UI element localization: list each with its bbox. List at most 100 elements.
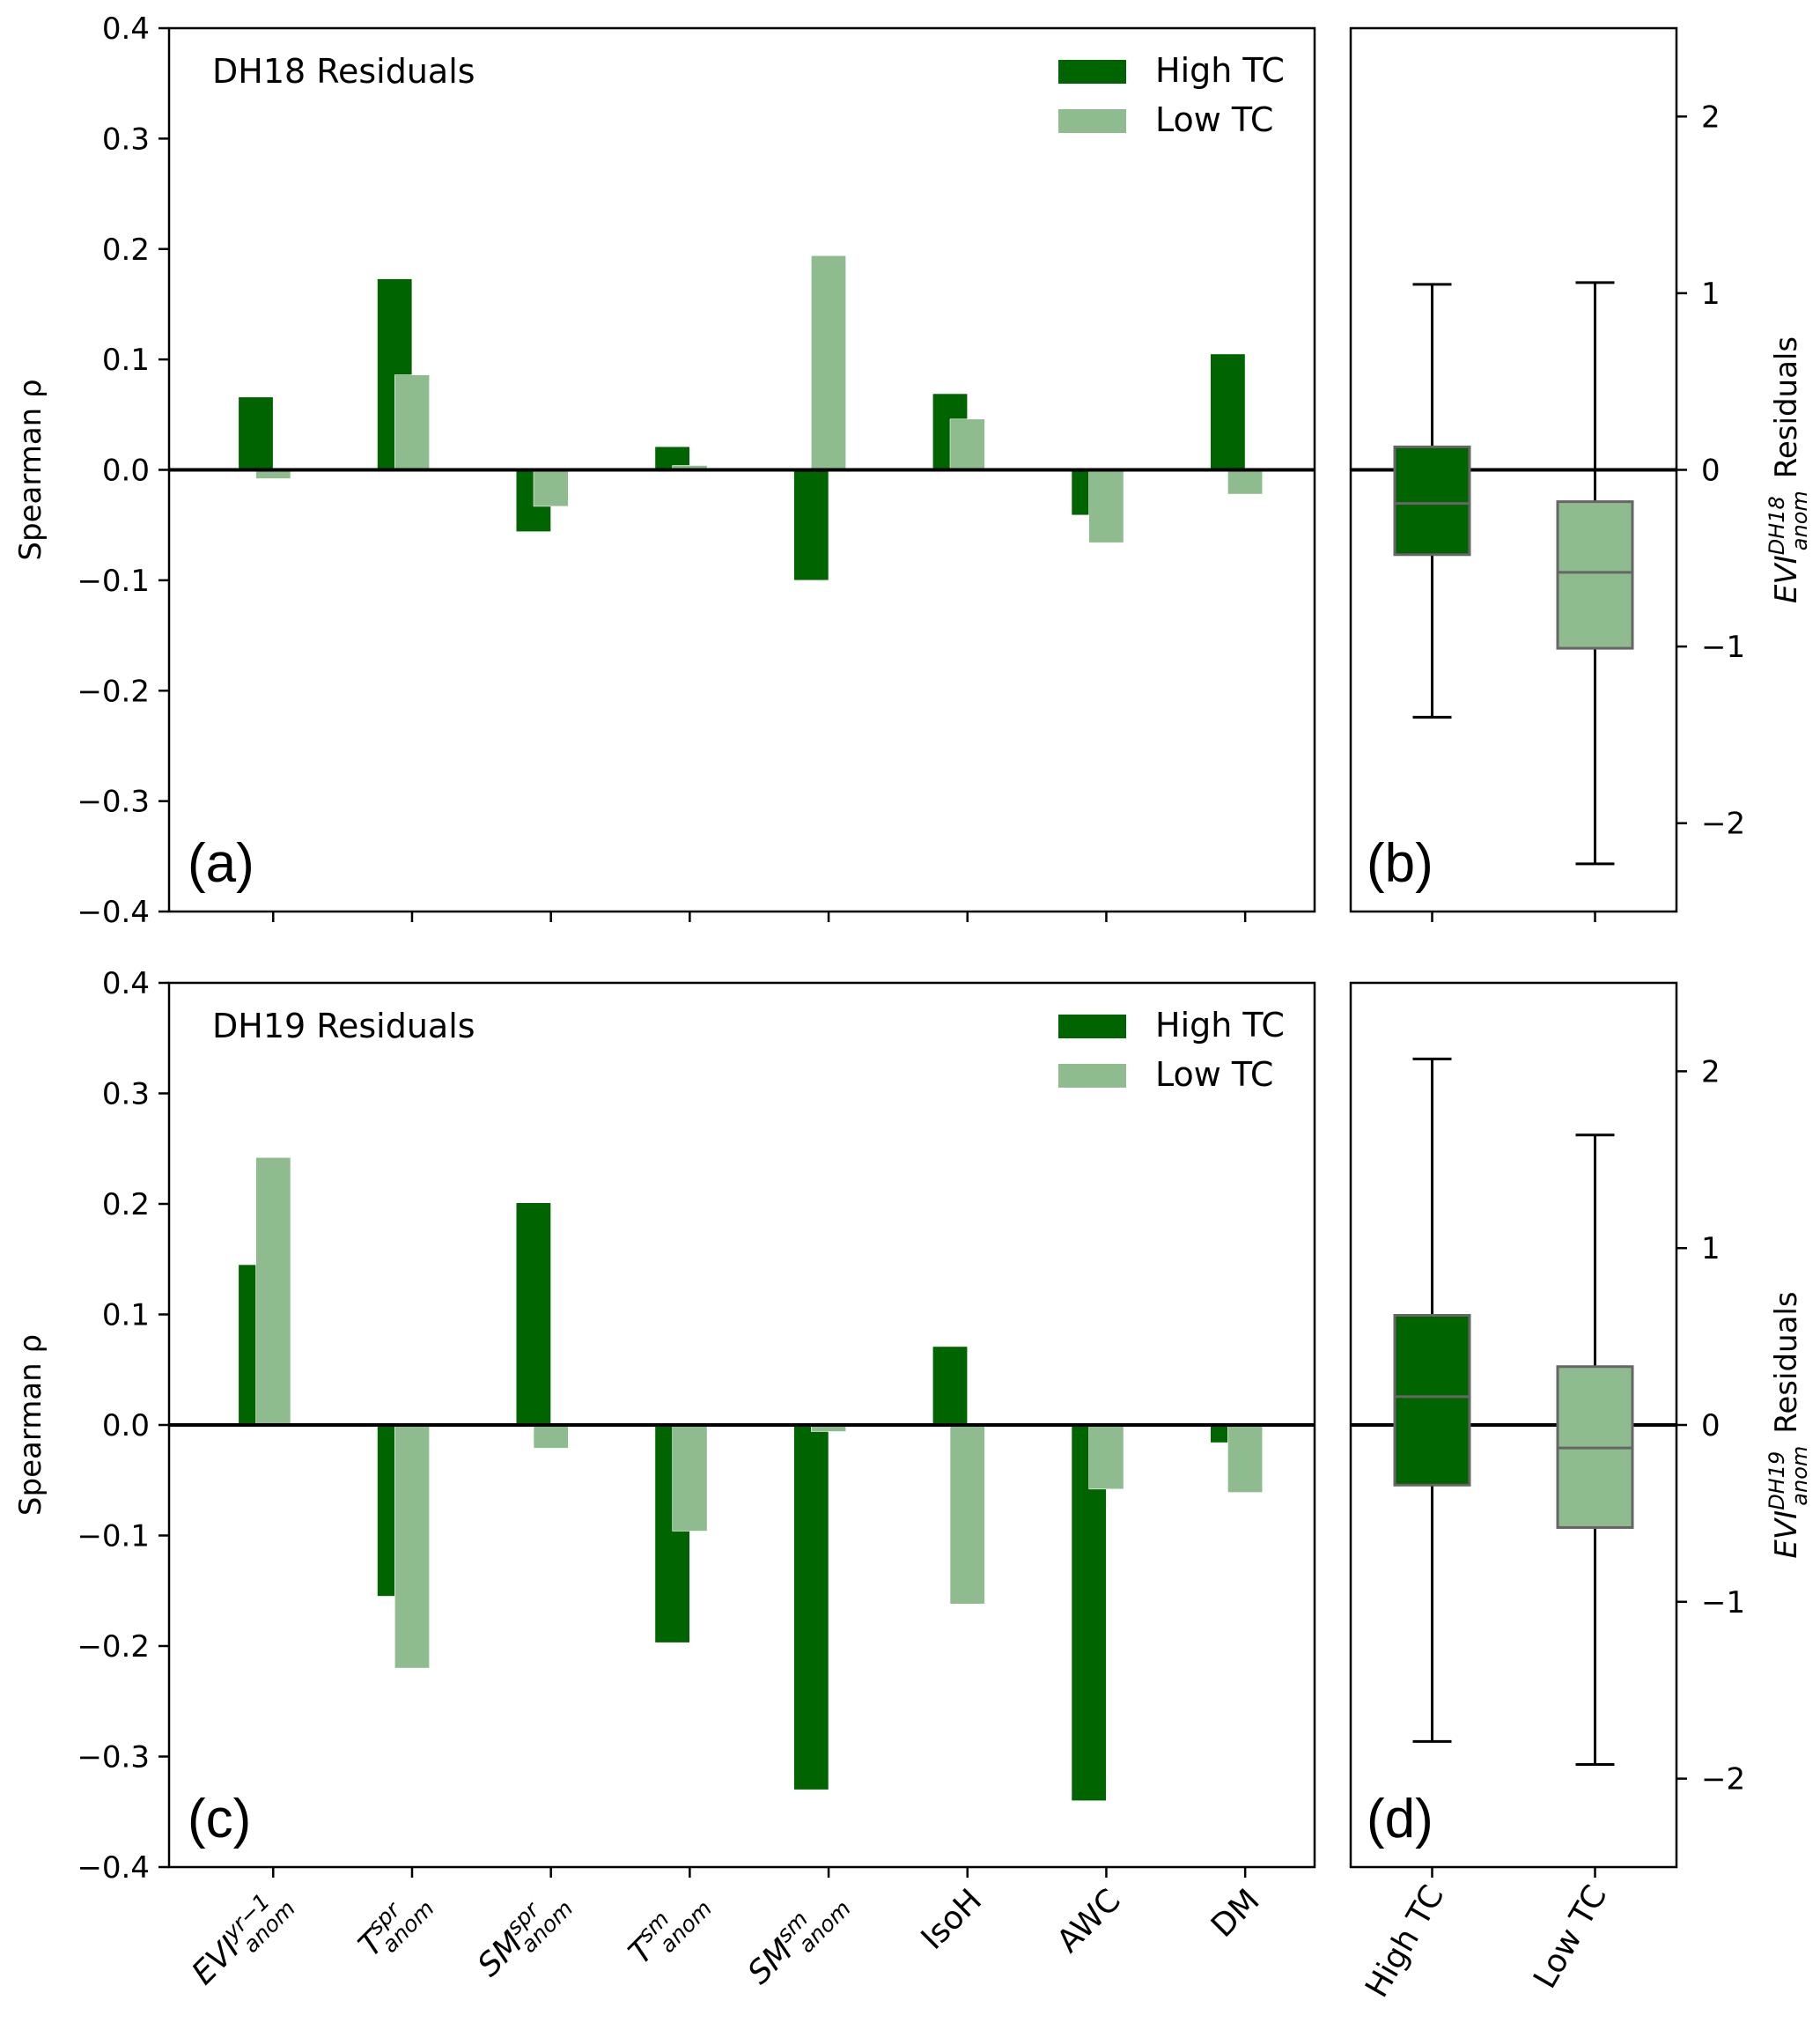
legend: High TC Low TC [1058, 51, 1285, 139]
bar-low-tc-7 [1227, 469, 1264, 495]
bar-low-tc-1 [394, 374, 430, 470]
y-tick-label: −2 [1701, 1762, 1745, 1797]
y-axis-label: Spearman ρ [13, 1334, 48, 1516]
bar-low-tc-2 [533, 1424, 569, 1449]
panel-annotation: DH19 Residuals [212, 1007, 475, 1045]
y-tick-label: −0.1 [77, 1519, 150, 1554]
y-tick-label: −0.2 [77, 674, 150, 709]
y-tick-label: 1 [1701, 277, 1721, 312]
box-iqr [1393, 445, 1471, 557]
legend-swatch-high-tc [1058, 1015, 1126, 1038]
y-tick-label: 0.1 [102, 343, 150, 378]
y-tick-label: 1 [1701, 1231, 1721, 1266]
y-tick-label: −1 [1701, 1585, 1745, 1620]
legend-swatch-high-tc [1058, 60, 1126, 84]
y-tick-label: 0.3 [102, 1077, 150, 1112]
y-tick-label: 0.2 [102, 1187, 150, 1222]
y-tick-label: 0 [1701, 454, 1721, 489]
y-tick-label: −0.4 [77, 1850, 150, 1886]
box-low-tc [1556, 281, 1634, 866]
ylabel-sub: anom [1787, 491, 1812, 550]
x-tick-label: SMsmanom [738, 1879, 856, 1997]
box-iqr [1556, 500, 1634, 650]
box-x-tick-label: Low TC [1527, 1879, 1614, 1995]
y-tick-label: −1 [1701, 630, 1745, 665]
x-tick-label: EVIyr−1anom [182, 1879, 300, 1997]
legend: High TC Low TC [1058, 1006, 1285, 1094]
ylabel-sup: DH18 [1765, 496, 1789, 555]
bar-low-tc-3 [672, 1424, 708, 1532]
x-tick-label: AWC [1050, 1882, 1128, 1960]
ylabel-tail: Residuals [1769, 336, 1804, 478]
box-low-tc [1556, 1133, 1634, 1767]
y-tick-label: −0.2 [77, 1629, 150, 1665]
legend-label-low-tc: Low TC [1155, 1055, 1273, 1094]
panel-letter: (c) [188, 1789, 251, 1849]
legend-label-low-tc: Low TC [1155, 100, 1273, 139]
legend-label-high-tc: High TC [1155, 1006, 1285, 1045]
panel-annotation: DH18 Residuals [212, 52, 475, 91]
bar-high-tc-0 [238, 396, 274, 470]
bar-low-tc-5 [949, 1424, 985, 1605]
y-tick-label: 0.4 [102, 966, 150, 1001]
y-tick-label: −0.3 [77, 1740, 150, 1775]
y-axis-label: EVIDH18anom Residuals [1765, 336, 1812, 603]
x-label-base: IsoH [915, 1882, 989, 1956]
box-high-tc [1393, 1057, 1471, 1743]
x-tick-label: DM [1205, 1882, 1267, 1945]
x-tick-label: Tspranom [349, 1879, 439, 1970]
x-tick-label: IsoH [915, 1882, 989, 1956]
ylabel-sup: DH19 [1765, 1451, 1789, 1510]
y-tick-label: 0.3 [102, 122, 150, 157]
bar-low-tc-1 [394, 1424, 430, 1669]
legend-swatch-low-tc [1058, 1064, 1126, 1088]
y-tick-label: −0.4 [77, 895, 150, 930]
bar-low-tc-6 [1088, 469, 1124, 543]
legend-swatch-low-tc [1058, 109, 1126, 133]
y-tick-label: 0.2 [102, 233, 150, 268]
y-tick-label: 0.1 [102, 1298, 150, 1333]
panel-letter: (b) [1367, 833, 1433, 894]
x-tick-label: Tsmanom [619, 1879, 717, 1977]
y-axis-label: Spearman ρ [13, 379, 48, 560]
bar-low-tc-5 [949, 418, 985, 470]
y-tick-label: 0.0 [102, 1408, 150, 1443]
ylabel-tail: Residuals [1769, 1291, 1804, 1433]
bar-low-tc-4 [810, 255, 846, 470]
ylabel-sub: anom [1787, 1446, 1812, 1506]
y-axis-label: EVIDH19anom Residuals [1765, 1291, 1812, 1558]
box-high-tc [1393, 283, 1471, 719]
y-tick-label: 0.4 [102, 11, 150, 47]
box-x-tick-label: High TC [1359, 1879, 1451, 2004]
y-tick-label: −2 [1701, 807, 1745, 842]
panel-b: −2 −1 0 1 2 (b) EVIDH18anom Residuals [1349, 26, 1812, 922]
ylabel-base: EVI [1769, 1510, 1804, 1559]
bar-high-tc-2 [515, 1202, 551, 1426]
y-tick-label: 0 [1701, 1408, 1721, 1443]
box-iqr [1393, 1314, 1471, 1487]
x-tick-label: SMspranom [468, 1879, 578, 1989]
panel-d: −2 −1 0 1 2 (d) EVIDH19anom Residuals [1349, 981, 1812, 1878]
y-tick-label: 2 [1701, 100, 1721, 135]
y-tick-label: −0.3 [77, 785, 150, 820]
ylabel-base: EVI [1769, 555, 1804, 603]
x-label-base: AWC [1050, 1882, 1128, 1960]
x-tick-labels: EVIyr−1anom Tspranom SMspranom TsmanomSMsma… [182, 1879, 1614, 2004]
panel-c: −0.4 −0.3 −0.2 −0.1 0.0 0.1 0.2 0.3 0.4 Spearman … [13, 966, 1316, 1886]
bar-high-tc-4 [793, 1424, 829, 1790]
y-tick-label: −0.1 [77, 564, 150, 599]
y-tick-label: 0.0 [102, 454, 150, 489]
bar-low-tc-7 [1227, 1424, 1264, 1493]
bar-low-tc-6 [1088, 1424, 1124, 1490]
y-tick-label: 2 [1701, 1054, 1721, 1089]
bar-high-tc-4 [793, 469, 829, 581]
bar-low-tc-0 [255, 1157, 291, 1426]
panel-letter: (a) [188, 833, 254, 894]
bar-high-tc-5 [932, 1346, 969, 1426]
panel-a: −0.4 −0.3 −0.2 −0.1 0.0 0.1 0.2 0.3 0.4 Spearman … [13, 11, 1316, 930]
panel-letter: (d) [1367, 1789, 1433, 1849]
bar-low-tc-2 [533, 469, 569, 507]
bar-high-tc-7 [1210, 353, 1246, 470]
legend-label-high-tc: High TC [1155, 51, 1285, 90]
